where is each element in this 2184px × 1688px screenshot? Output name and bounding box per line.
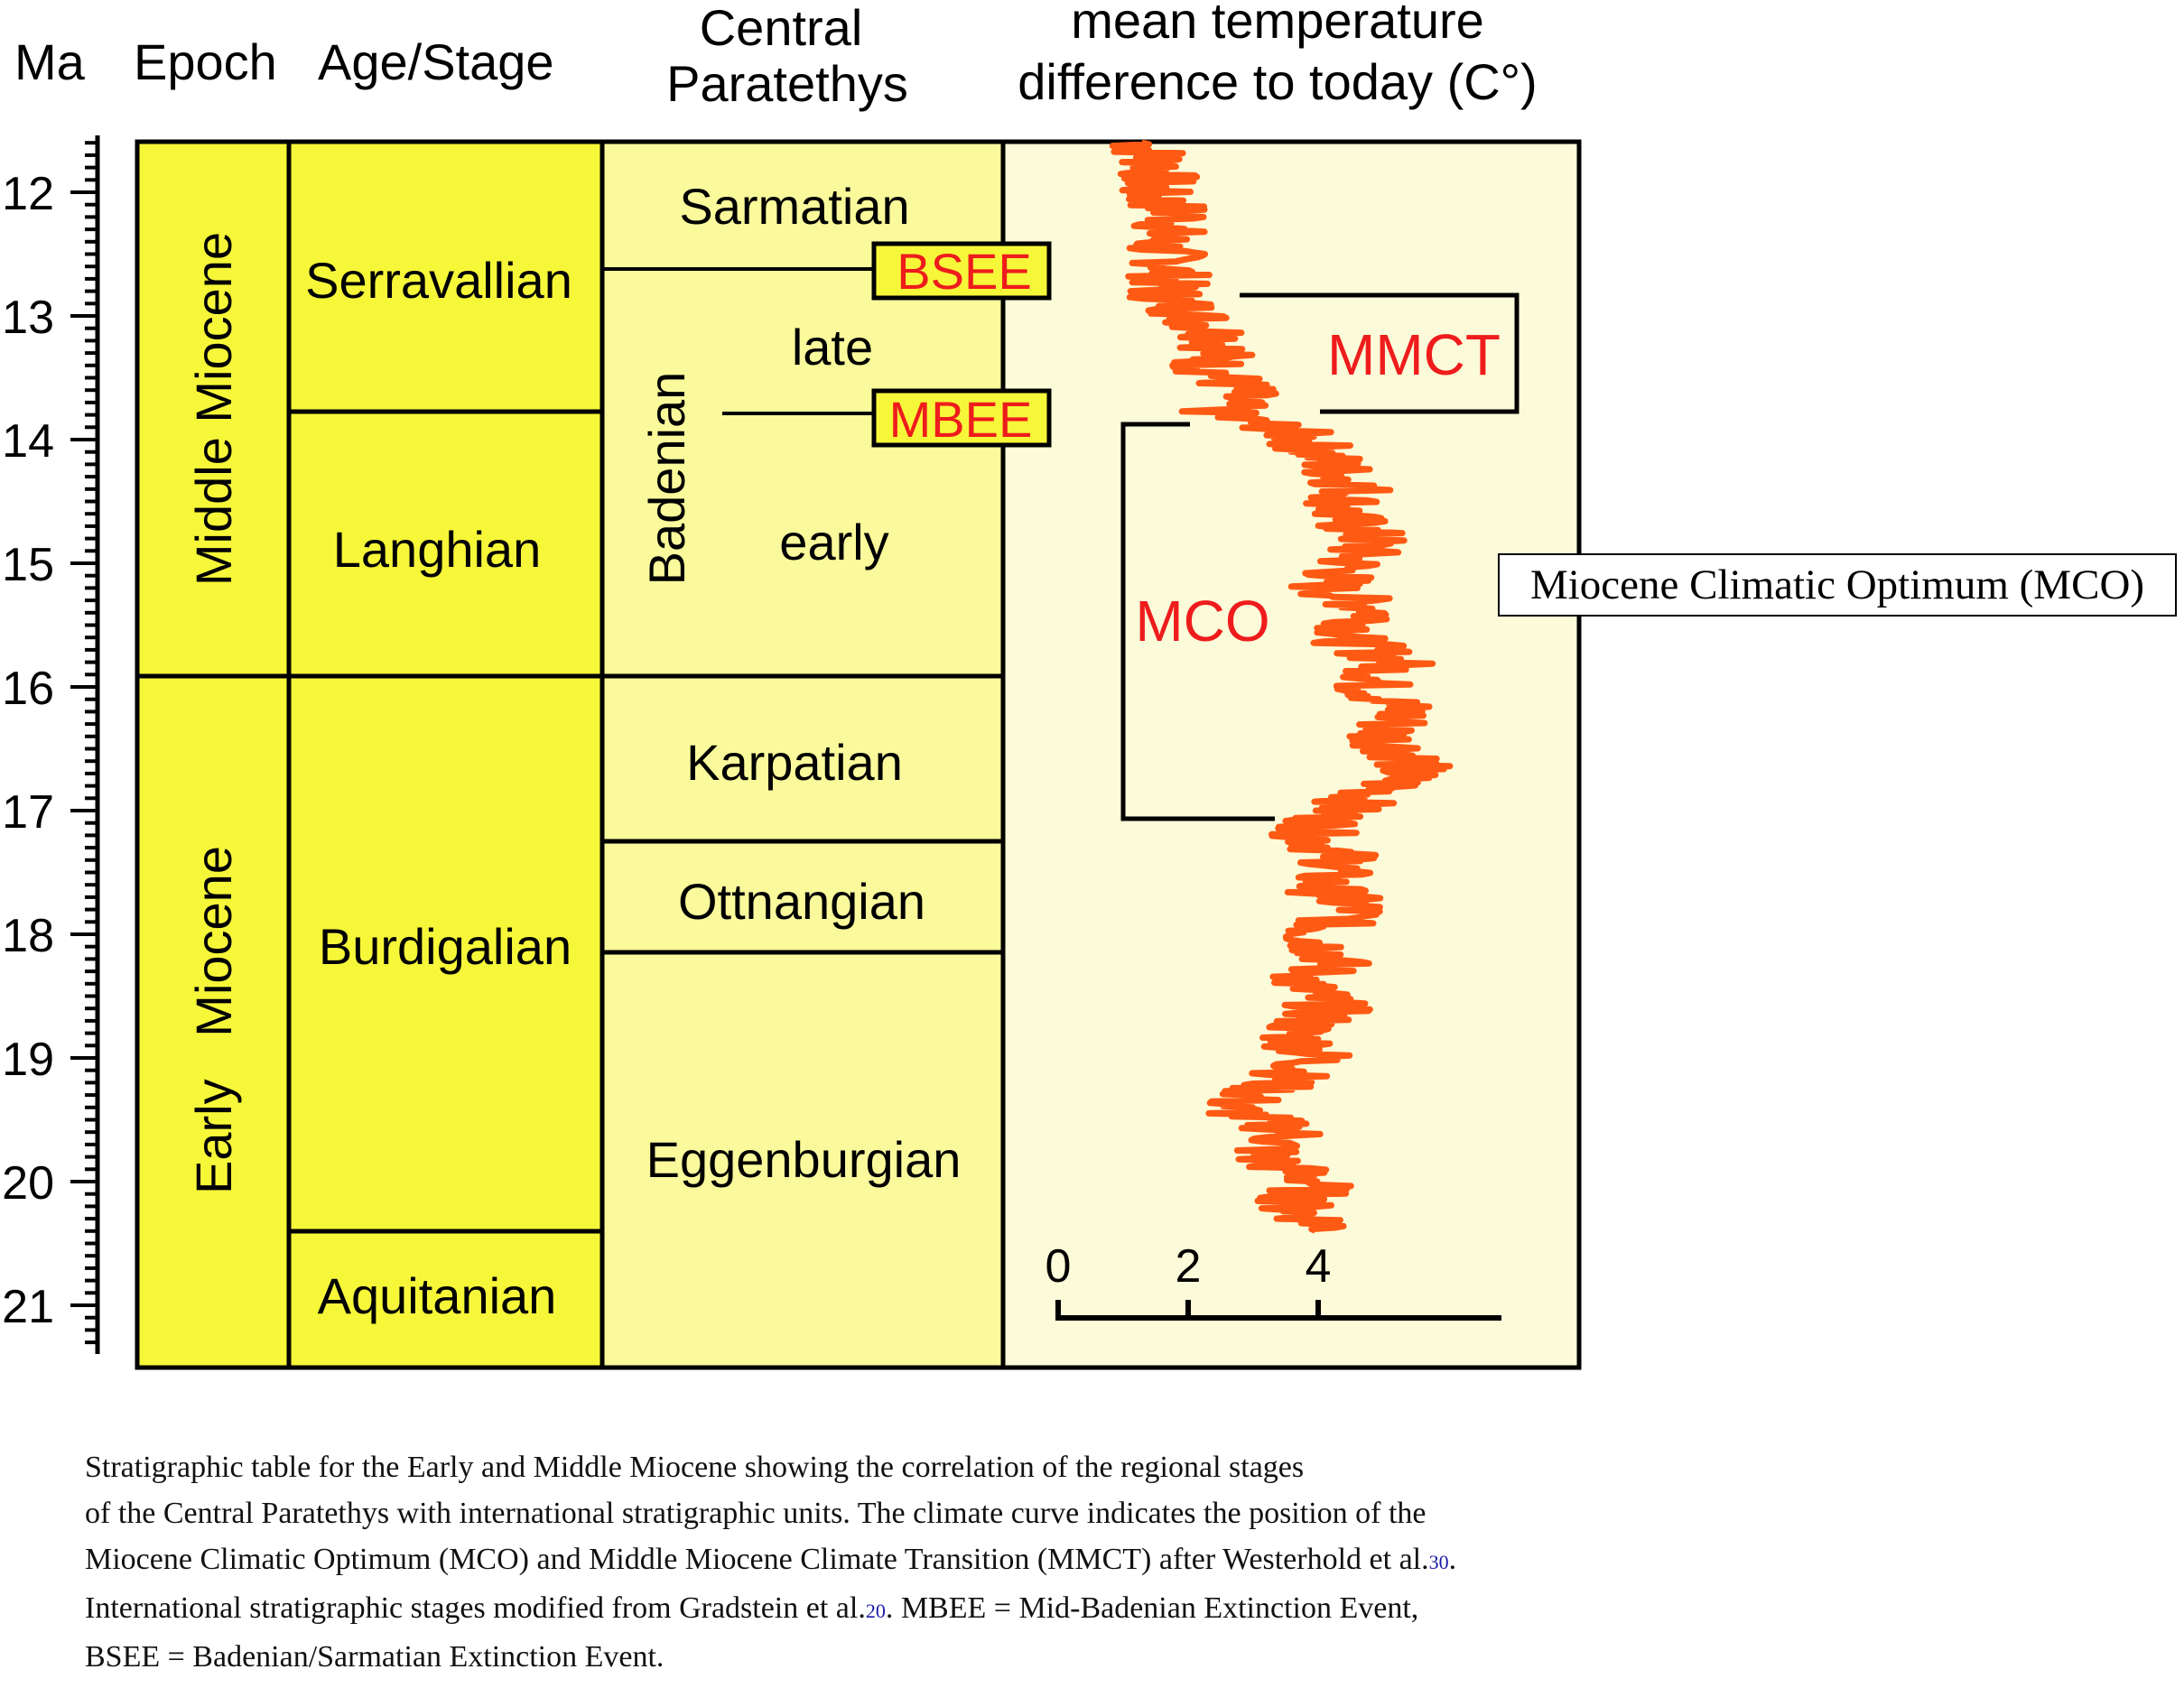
- ma-tick-label: 19: [2, 1034, 54, 1086]
- caption-ref-30[interactable]: 30: [1428, 1551, 1449, 1573]
- stage-burdigalian: Burdigalian: [319, 918, 572, 975]
- caption-line-3: Miocene Climatic Optimum (MCO) and Middl…: [85, 1536, 1620, 1585]
- epoch-middle-miocene: Middle Miocene: [185, 232, 242, 586]
- ma-axis: 12 13 14 15 16 17 18 19 20 21: [2, 135, 100, 1354]
- ma-tick-label: 17: [2, 786, 54, 839]
- ma-tick-label: 18: [2, 910, 54, 962]
- stage-aquitanian: Aquitanian: [318, 1267, 557, 1324]
- header-temperature-line2: difference to today (C°): [1018, 53, 1537, 110]
- caption-line-3-text: Miocene Climatic Optimum (MCO) and Middl…: [85, 1543, 1429, 1576]
- figure-caption: Stratigraphic table for the Early and Mi…: [85, 1444, 1620, 1680]
- caption-ref-20[interactable]: 20: [865, 1600, 886, 1622]
- temperature-curve: [1109, 139, 1454, 1234]
- caption-line-4: International stratigraphic stages modif…: [85, 1585, 1620, 1634]
- caption-line-5: BSEE = Badenian/Sarmatian Extinction Eve…: [85, 1640, 664, 1674]
- epoch-column: [137, 142, 289, 1368]
- ma-tick-label: 15: [2, 539, 54, 591]
- mbee-label: MBEE: [889, 391, 1033, 448]
- caption-line-4-end: . MBEE = Mid-Badenian Extinction Event,: [885, 1591, 1419, 1625]
- temp-scale-label: 4: [1306, 1240, 1332, 1293]
- paratethys-badenian-early: early: [779, 514, 888, 570]
- ma-tick-label: 16: [2, 663, 54, 715]
- paratethys-karpatian: Karpatian: [686, 734, 903, 791]
- bsee-label: BSEE: [897, 243, 1031, 300]
- header-temperature-line1: mean temperature: [1071, 0, 1484, 49]
- stage-langhian: Langhian: [333, 521, 541, 578]
- header-ma: Ma: [14, 33, 86, 90]
- mco-callout: Miocene Climatic Optimum (MCO): [1498, 553, 2177, 617]
- temperature-scale: 0 2 4: [1046, 1240, 1501, 1321]
- ma-tick-label: 14: [2, 415, 54, 468]
- mco-bracket: [1120, 422, 1275, 821]
- header-age-stage: Age/Stage: [318, 33, 554, 90]
- header-paratethys-line2: Paratethys: [666, 55, 908, 112]
- paratethys-ottnangian: Ottnangian: [678, 873, 925, 930]
- ma-tick-label: 13: [2, 292, 54, 344]
- caption-line-3-end: .: [1448, 1543, 1457, 1576]
- ma-tick-label: 21: [2, 1281, 54, 1333]
- caption-line-2: of the Central Paratethys with internati…: [85, 1497, 1427, 1530]
- paratethys-badenian-late: late: [792, 319, 873, 376]
- header-paratethys-line1: Central: [700, 0, 863, 56]
- mmct-bracket: [1240, 292, 1520, 414]
- mbee-box: [871, 388, 1052, 448]
- temperature-curve-line: [1109, 139, 1454, 1234]
- temp-scale-label: 2: [1176, 1240, 1202, 1293]
- paratethys-badenian: Badenian: [638, 372, 695, 586]
- header-epoch: Epoch: [134, 33, 277, 90]
- paratethys-eggenburgian: Eggenburgian: [646, 1131, 962, 1188]
- ma-tick-label: 20: [2, 1157, 54, 1210]
- paratethys-column: [602, 142, 1003, 1368]
- caption-line-1: Stratigraphic table for the Early and Mi…: [85, 1451, 1305, 1484]
- stage-serravallian: Serravallian: [305, 252, 572, 309]
- temp-scale-label: 0: [1046, 1240, 1072, 1293]
- paratethys-sarmatian: Sarmatian: [679, 178, 909, 235]
- mco-label: MCO: [1135, 589, 1269, 654]
- epoch-early-miocene: Early Miocene: [185, 846, 242, 1194]
- mmct-label: MMCT: [1327, 322, 1501, 387]
- stage-column: [289, 142, 602, 1368]
- table-frame: [135, 139, 1582, 1370]
- caption-line-4-text: International stratigraphic stages modif…: [85, 1591, 866, 1625]
- ma-tick-label: 12: [2, 168, 54, 220]
- bsee-box: [871, 241, 1052, 301]
